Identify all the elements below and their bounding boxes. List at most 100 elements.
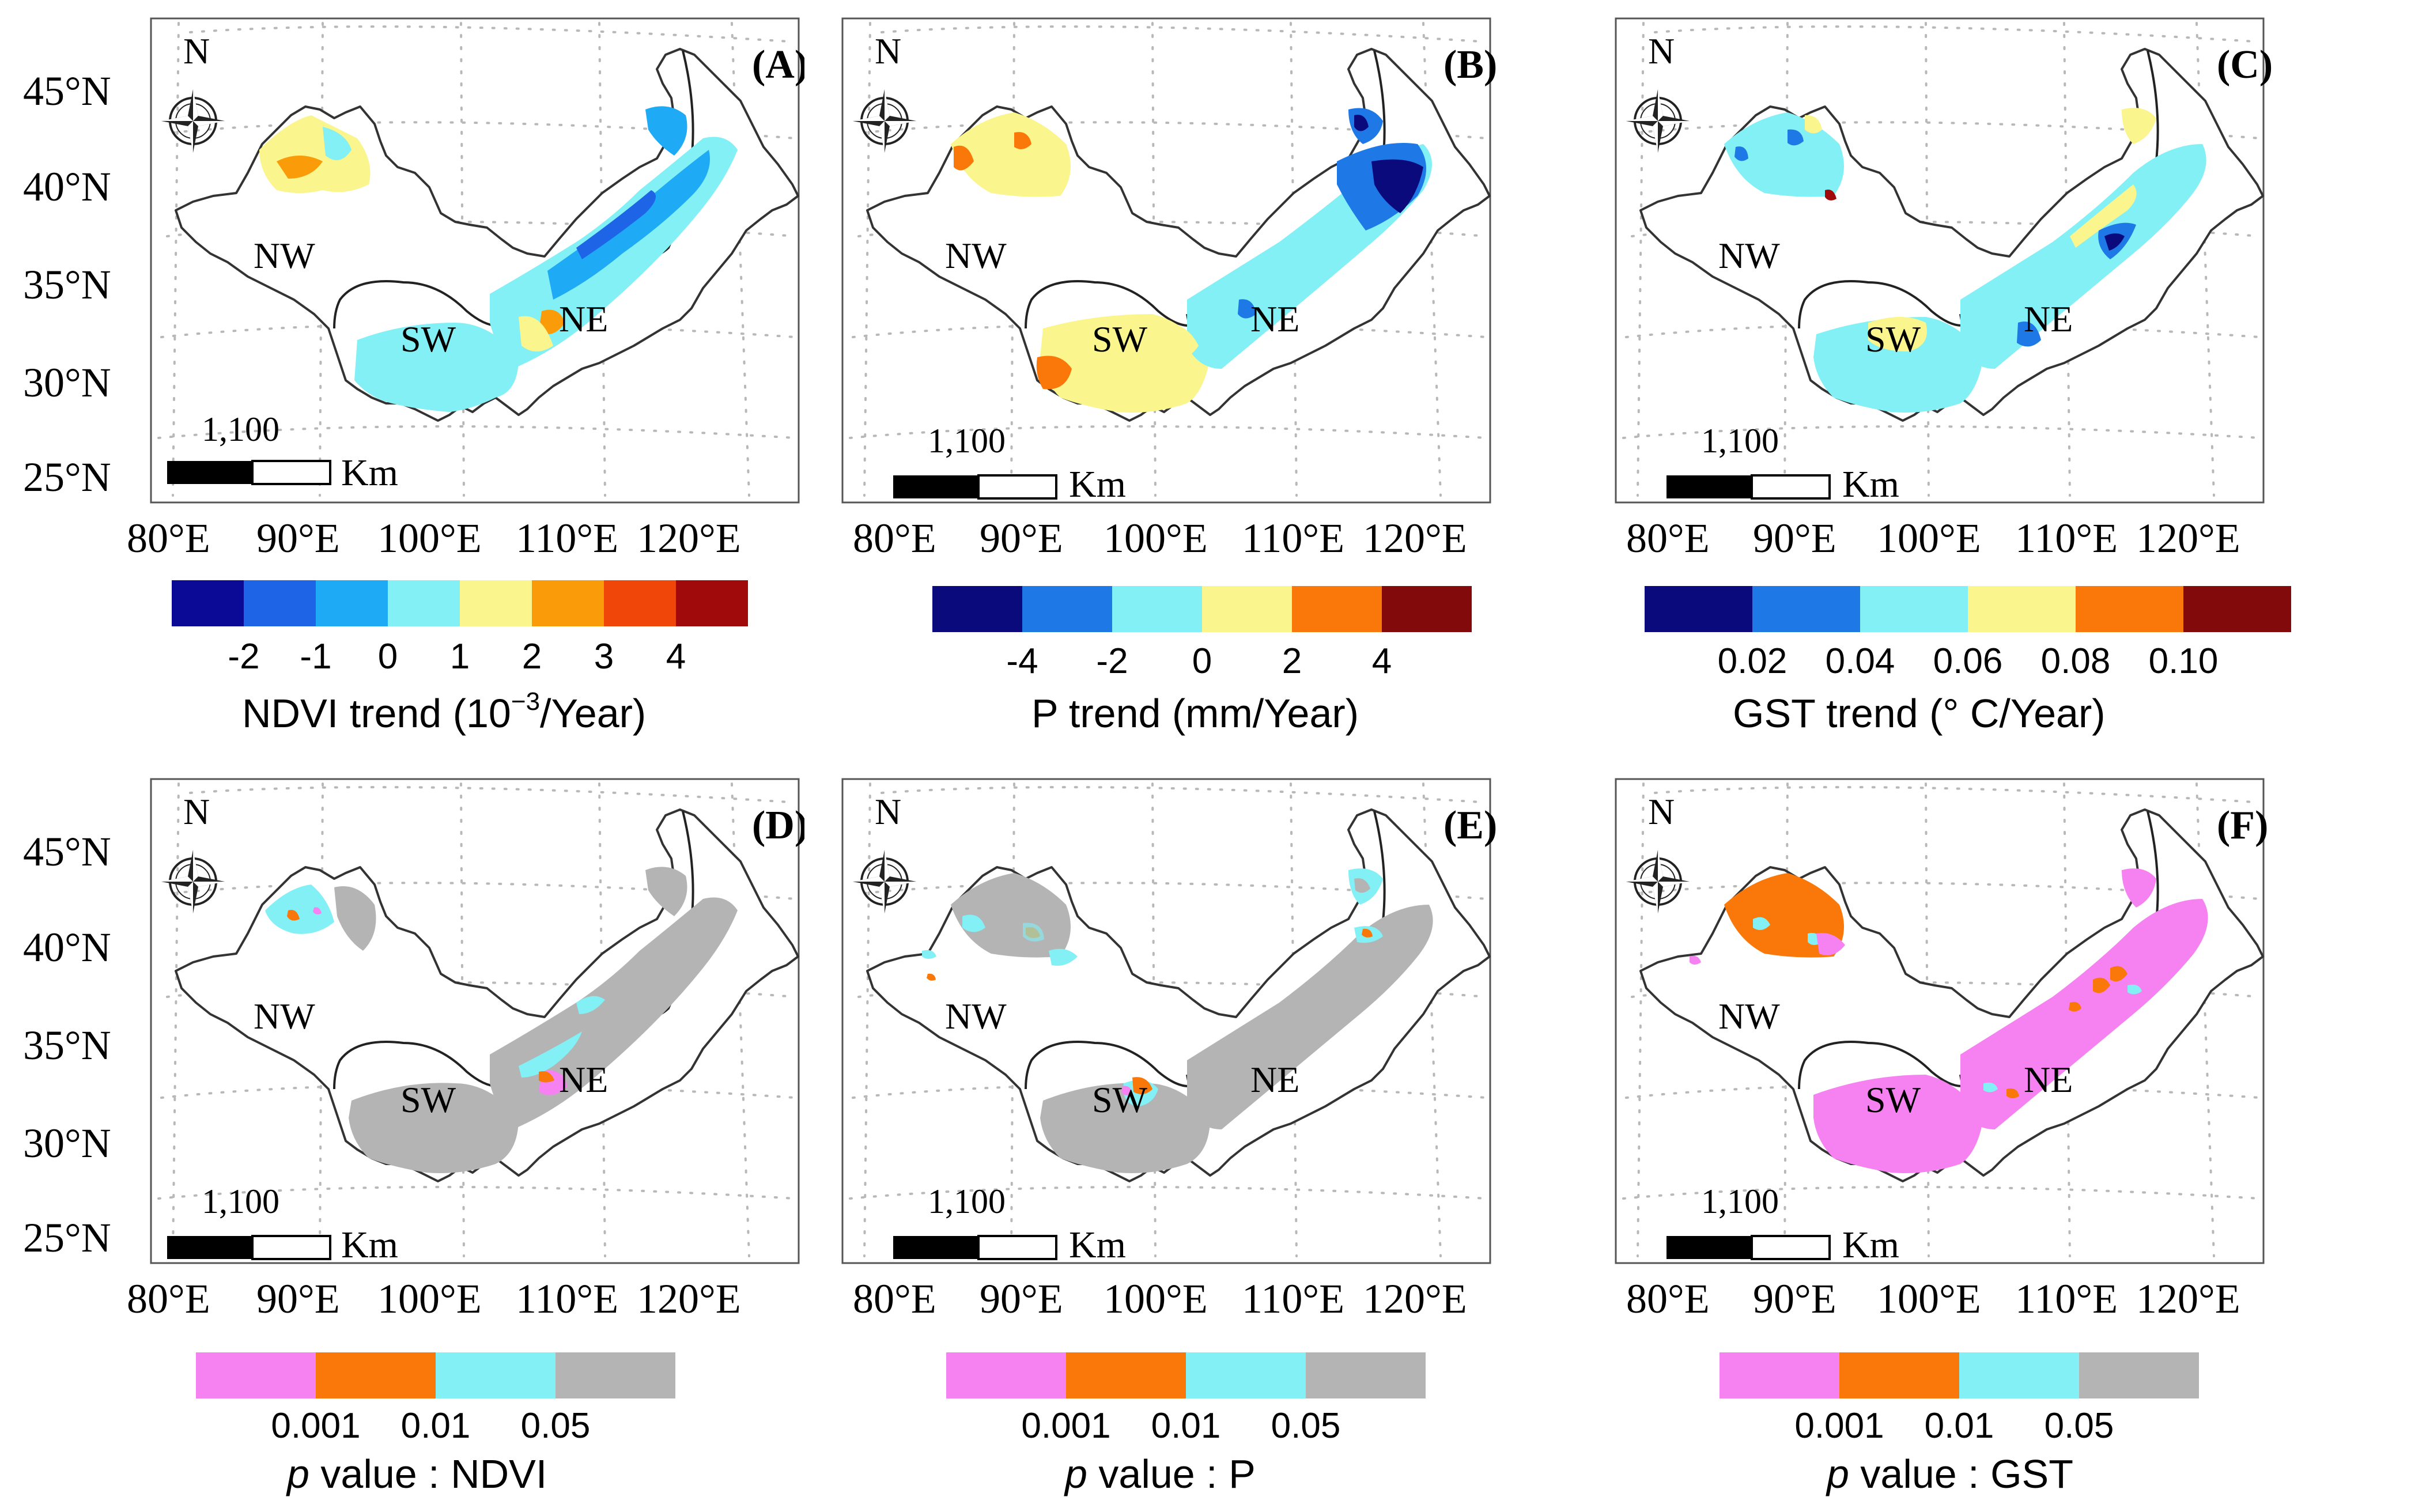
pvalue-patches xyxy=(922,868,1433,1173)
lat-tick: 45°N xyxy=(23,68,111,114)
lon-tick: 90°E xyxy=(1753,515,1836,561)
legend-tick-label: 0.001 xyxy=(271,1406,360,1446)
legend-swatch xyxy=(1382,586,1472,632)
scale-bar: 1,100 Km xyxy=(893,422,1126,505)
north-label: N xyxy=(1648,791,1675,832)
north-label: N xyxy=(1648,31,1675,71)
legend-swatch xyxy=(1066,1352,1186,1398)
region-label-ne: NE xyxy=(1250,298,1299,339)
region-label-ne: NE xyxy=(559,298,608,339)
lon-tick: 110°E xyxy=(516,1276,618,1322)
north-arrow: N xyxy=(1626,31,1690,153)
panel-a: NW SW NE (A) N 1,100 Km 45°N 40°N 35 xyxy=(0,0,804,743)
legend-tick-label: 0.001 xyxy=(1794,1406,1884,1446)
lon-tick: 90°E xyxy=(256,515,340,561)
legend-tick-label: 0.05 xyxy=(1271,1406,1341,1446)
region-label-sw: SW xyxy=(400,319,456,360)
scale-bar: 1,100 Km xyxy=(893,1182,1126,1266)
lon-tick: 100°E xyxy=(1877,515,1981,561)
legend-swatch xyxy=(196,1352,316,1398)
legend-b: -4 -2 0 2 4 P trend (mm/Year) xyxy=(932,586,1472,736)
lat-tick: 25°N xyxy=(23,1215,111,1261)
lat-tick: 25°N xyxy=(23,454,111,500)
north-label: N xyxy=(875,31,901,71)
lon-tick: 120°E xyxy=(2136,515,2240,561)
legend-swatch xyxy=(532,580,604,626)
region-label-nw: NW xyxy=(1718,235,1780,276)
scale-value: 1,100 xyxy=(1701,422,1779,460)
legend-tick-label: 0.01 xyxy=(1151,1406,1221,1446)
lon-tick: 80°E xyxy=(1626,1276,1710,1322)
legend-swatch xyxy=(1959,1352,2079,1398)
legend-swatch xyxy=(1306,1352,1426,1398)
compass-rose-icon xyxy=(161,89,225,153)
legend-swatch xyxy=(1022,586,1112,632)
scale-bar: 1,100 Km xyxy=(167,1182,398,1266)
lon-tick: 110°E xyxy=(2015,515,2118,561)
legend-swatch xyxy=(1202,586,1292,632)
pvalue-patches xyxy=(1690,868,2208,1173)
compass-rose-icon xyxy=(853,89,916,153)
region-label-sw: SW xyxy=(1865,1079,1921,1120)
scale-bar: 1,100 Km xyxy=(1666,422,1899,505)
region-label-ne: NE xyxy=(2024,298,2073,339)
legend-swatch xyxy=(244,580,316,626)
region-label-ne: NE xyxy=(1250,1059,1299,1100)
map-panel-a: NW SW NE (A) N 1,100 Km 45°N 40°N 35 xyxy=(23,17,804,561)
region-label-sw: SW xyxy=(400,1079,456,1120)
lon-tick: 100°E xyxy=(1104,515,1208,561)
region-label-ne: NE xyxy=(2024,1059,2073,1100)
legend-tick-label: -2 xyxy=(1096,641,1128,681)
region-label-nw: NW xyxy=(945,235,1007,276)
legend-swatch xyxy=(1645,586,1752,632)
lon-tick: 80°E xyxy=(853,1276,936,1322)
panel-f: NW SW NE (F) N 1,100 Km 80°E 90°E xyxy=(1534,761,2338,1504)
lon-tick: 90°E xyxy=(980,1276,1063,1322)
lon-ticks: 80°E 90°E 100°E 110°E 120°E xyxy=(127,515,741,561)
legend-tick-label: 0.05 xyxy=(521,1406,591,1446)
north-arrow: N xyxy=(1626,791,1690,913)
legend-tick-label: 2 xyxy=(1282,641,1302,681)
map-panel-f: NW SW NE (F) N 1,100 Km 80°E 90°E xyxy=(1615,778,2268,1322)
lon-ticks: 80°E 90°E 100°E 110°E 120°E xyxy=(1626,1276,2240,1322)
panel-e: NW SW NE (E) N 1,100 Km 80°E 90°E xyxy=(761,761,1565,1504)
lon-tick: 110°E xyxy=(2015,1276,2118,1322)
lat-tick: 35°N xyxy=(23,262,111,308)
legend-tick-label: 0.10 xyxy=(2149,641,2219,681)
legend-swatch xyxy=(2079,1352,2199,1398)
legend-tick-label: 1 xyxy=(450,637,470,676)
lon-tick: 100°E xyxy=(1104,1276,1208,1322)
panel-title: (C) xyxy=(2217,43,2273,87)
compass-rose-icon xyxy=(161,850,225,913)
lon-tick: 100°E xyxy=(1877,1276,1981,1322)
legend-d: 0.001 0.01 0.05 p value : NDVI xyxy=(196,1352,675,1496)
legend-swatch xyxy=(388,580,460,626)
lon-ticks: 80°E 90°E 100°E 110°E 120°E xyxy=(853,1276,1467,1322)
legend-tick-label: -2 xyxy=(228,637,259,676)
lon-tick: 90°E xyxy=(256,1276,340,1322)
legend-tick-label: 3 xyxy=(594,637,614,676)
north-arrow: N xyxy=(161,31,225,153)
legend-tick-label: 0.04 xyxy=(1826,641,1895,681)
pvalue-patches xyxy=(265,867,738,1173)
map-panel-b: NW SW NE (B) N 1,100 Km 80°E 90°E xyxy=(841,17,1497,561)
north-arrow: N xyxy=(853,31,916,153)
legend-title: GST trend (° C/Year) xyxy=(1733,691,2106,736)
region-label-ne: NE xyxy=(559,1059,608,1100)
lat-tick: 30°N xyxy=(23,1120,111,1166)
lon-tick: 120°E xyxy=(637,1276,741,1322)
legend-swatch xyxy=(604,580,676,626)
legend-swatch xyxy=(932,586,1022,632)
legend-swatch xyxy=(1186,1352,1306,1398)
lat-tick: 35°N xyxy=(23,1022,111,1068)
scale-unit: Km xyxy=(341,1224,398,1266)
legend-swatch xyxy=(316,580,388,626)
legend-tick-label: 0.01 xyxy=(1925,1406,1994,1446)
panel-title: (A) xyxy=(752,43,804,87)
lon-tick: 120°E xyxy=(2136,1276,2240,1322)
legend-swatch xyxy=(172,580,244,626)
map-panel-c: NW SW NE (C) N 1,100 Km 80°E 90°E xyxy=(1615,17,2273,561)
north-arrow: N xyxy=(161,791,225,913)
map-panel-d: NW SW NE (D) N 1,100 Km 45°N 40°N 35 xyxy=(23,778,804,1322)
panel-title: (F) xyxy=(2217,803,2268,848)
